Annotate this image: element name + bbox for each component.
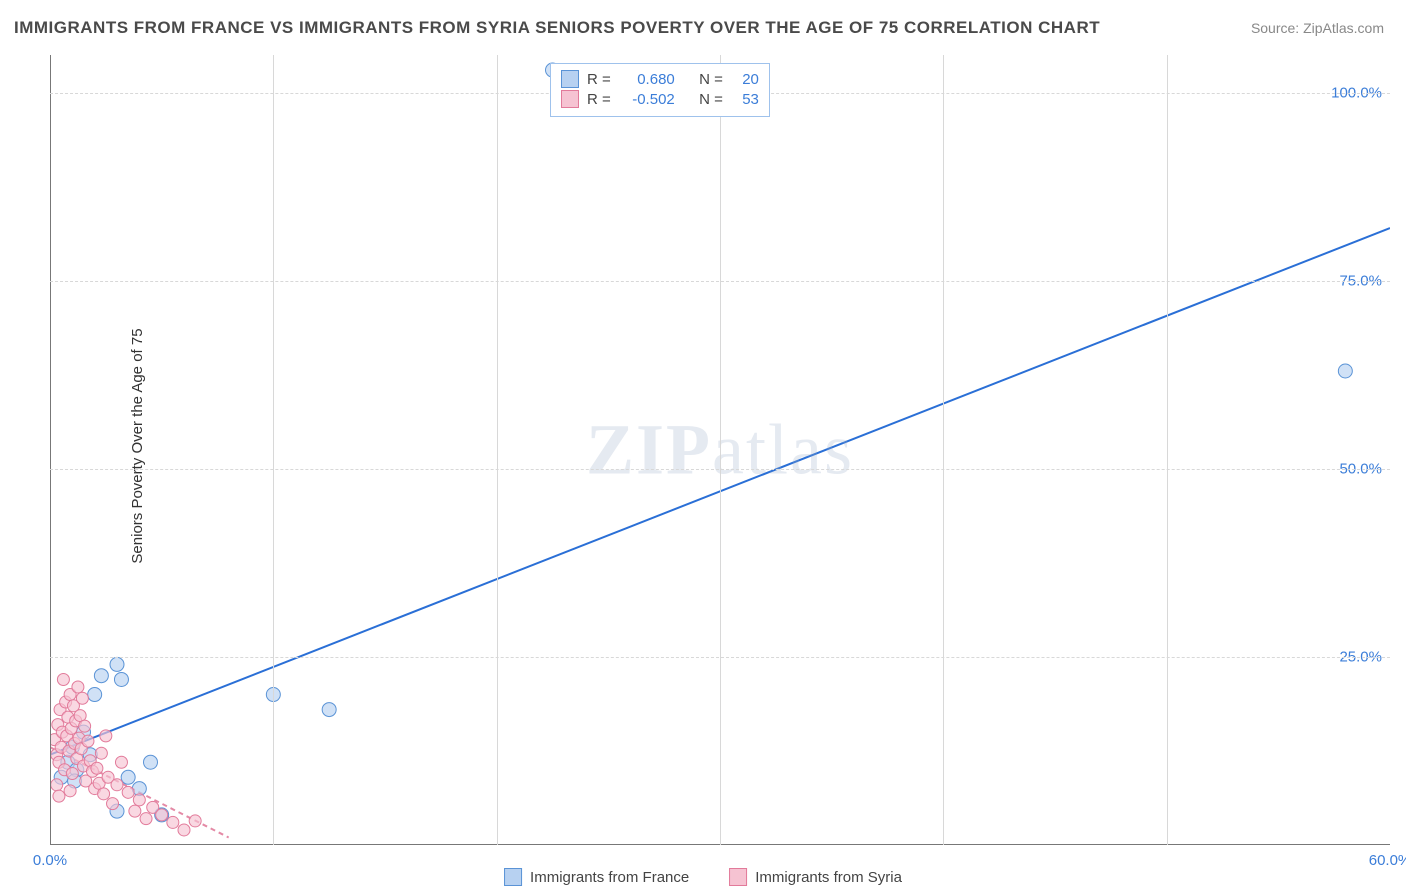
data-point [178, 824, 190, 836]
data-point [189, 815, 201, 827]
data-point [121, 770, 135, 784]
x-tick-label: 60.0% [1369, 852, 1406, 869]
data-point [98, 788, 110, 800]
data-point [140, 813, 152, 825]
legend-swatch [561, 70, 579, 88]
vgrid-line [273, 55, 274, 845]
vgrid-line [1167, 55, 1168, 845]
data-point [167, 816, 179, 828]
data-point [114, 672, 128, 686]
legend-item: Immigrants from Syria [729, 868, 902, 886]
data-point [91, 762, 103, 774]
legend-label: Immigrants from Syria [755, 869, 902, 886]
data-point [100, 730, 112, 742]
data-point [122, 786, 134, 798]
x-tick-label: 0.0% [33, 852, 67, 869]
data-point [64, 785, 76, 797]
n-label: N = [699, 71, 723, 88]
legend-item: Immigrants from France [504, 868, 689, 886]
data-point [129, 805, 141, 817]
data-point [115, 756, 127, 768]
legend-label: Immigrants from France [530, 869, 689, 886]
data-point [156, 809, 168, 821]
data-point [72, 681, 84, 693]
data-point [57, 673, 69, 685]
n-value: 20 [731, 71, 759, 88]
data-point [53, 790, 65, 802]
data-point [76, 692, 88, 704]
y-axis-line [50, 55, 51, 845]
vgrid-line [943, 55, 944, 845]
legend-swatch [504, 868, 522, 886]
data-point [111, 779, 123, 791]
data-point [110, 657, 124, 671]
stats-row: R = -0.502 N = 53 [561, 90, 759, 108]
source-label: Source: [1251, 20, 1299, 36]
legend-swatch [729, 868, 747, 886]
data-point [322, 703, 336, 717]
data-point [144, 755, 158, 769]
data-point [107, 798, 119, 810]
r-label: R = [587, 71, 611, 88]
stats-row: R = 0.680 N = 20 [561, 70, 759, 88]
source-attribution: Source: ZipAtlas.com [1251, 20, 1384, 36]
n-value: 53 [731, 91, 759, 108]
r-value: 0.680 [619, 71, 675, 88]
data-point [94, 669, 108, 683]
data-point [66, 768, 78, 780]
n-label: N = [699, 91, 723, 108]
data-point [133, 794, 145, 806]
bottom-legend: Immigrants from France Immigrants from Sy… [504, 868, 902, 886]
vgrid-line [720, 55, 721, 845]
stats-legend-box: R = 0.680 N = 20 R = -0.502 N = 53 [550, 63, 770, 117]
r-value: -0.502 [619, 91, 675, 108]
data-point [1338, 364, 1352, 378]
r-label: R = [587, 91, 611, 108]
data-point [95, 747, 107, 759]
chart-container: IMMIGRANTS FROM FRANCE VS IMMIGRANTS FRO… [0, 0, 1406, 892]
vgrid-line [497, 55, 498, 845]
source-value: ZipAtlas.com [1303, 20, 1384, 36]
data-point [79, 720, 91, 732]
data-point [88, 688, 102, 702]
plot-area: ZIPatlas 25.0%50.0%75.0%100.0% 0.0%60.0%… [50, 55, 1390, 845]
data-point [51, 779, 63, 791]
data-point [82, 735, 94, 747]
chart-title: IMMIGRANTS FROM FRANCE VS IMMIGRANTS FRO… [14, 18, 1100, 38]
legend-swatch [561, 90, 579, 108]
